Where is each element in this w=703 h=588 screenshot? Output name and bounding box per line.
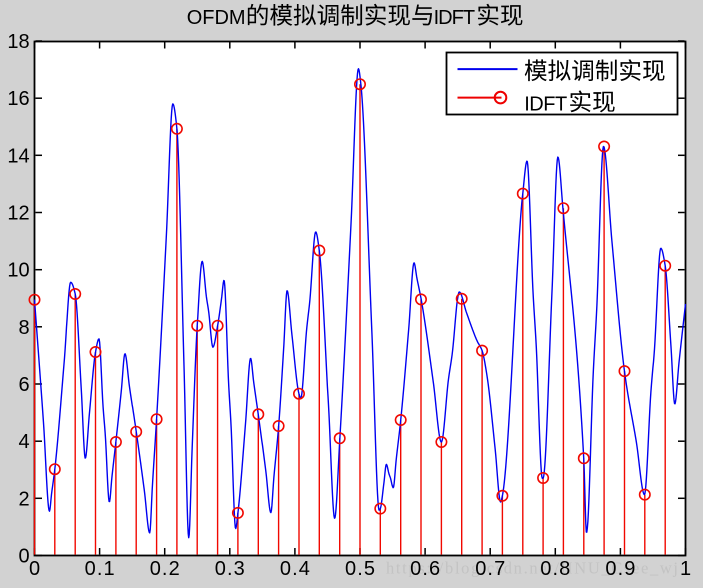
svg-text:0.9: 0.9 bbox=[605, 558, 635, 580]
svg-text:1: 1 bbox=[680, 558, 691, 580]
svg-text:6: 6 bbox=[18, 374, 29, 396]
svg-text:0.2: 0.2 bbox=[150, 558, 180, 580]
svg-text:0.1: 0.1 bbox=[85, 558, 115, 580]
svg-text:0.5: 0.5 bbox=[345, 558, 375, 580]
svg-text:10: 10 bbox=[7, 260, 29, 282]
svg-text:4: 4 bbox=[18, 431, 29, 453]
svg-text:2: 2 bbox=[18, 488, 29, 510]
svg-text:0.7: 0.7 bbox=[475, 558, 505, 580]
svg-text:OFDM: OFDM bbox=[187, 7, 246, 29]
svg-text:0.3: 0.3 bbox=[215, 558, 245, 580]
svg-text:0.6: 0.6 bbox=[410, 558, 440, 580]
svg-text:IDFT: IDFT bbox=[524, 93, 567, 115]
svg-text:IDFT: IDFT bbox=[434, 7, 476, 29]
svg-text:0.8: 0.8 bbox=[540, 558, 570, 580]
svg-text:12: 12 bbox=[7, 203, 29, 225]
svg-text:https://blog.csdn.net/HNU_Csee: https://blog.csdn.net/HNU_Csee_wj bbox=[386, 559, 678, 578]
svg-text:0.4: 0.4 bbox=[280, 558, 310, 580]
svg-text:14: 14 bbox=[7, 145, 29, 167]
svg-text:8: 8 bbox=[18, 317, 29, 339]
svg-text:18: 18 bbox=[7, 31, 29, 53]
svg-text:0: 0 bbox=[18, 546, 29, 568]
svg-text:16: 16 bbox=[7, 88, 29, 110]
svg-text:0: 0 bbox=[29, 558, 40, 580]
